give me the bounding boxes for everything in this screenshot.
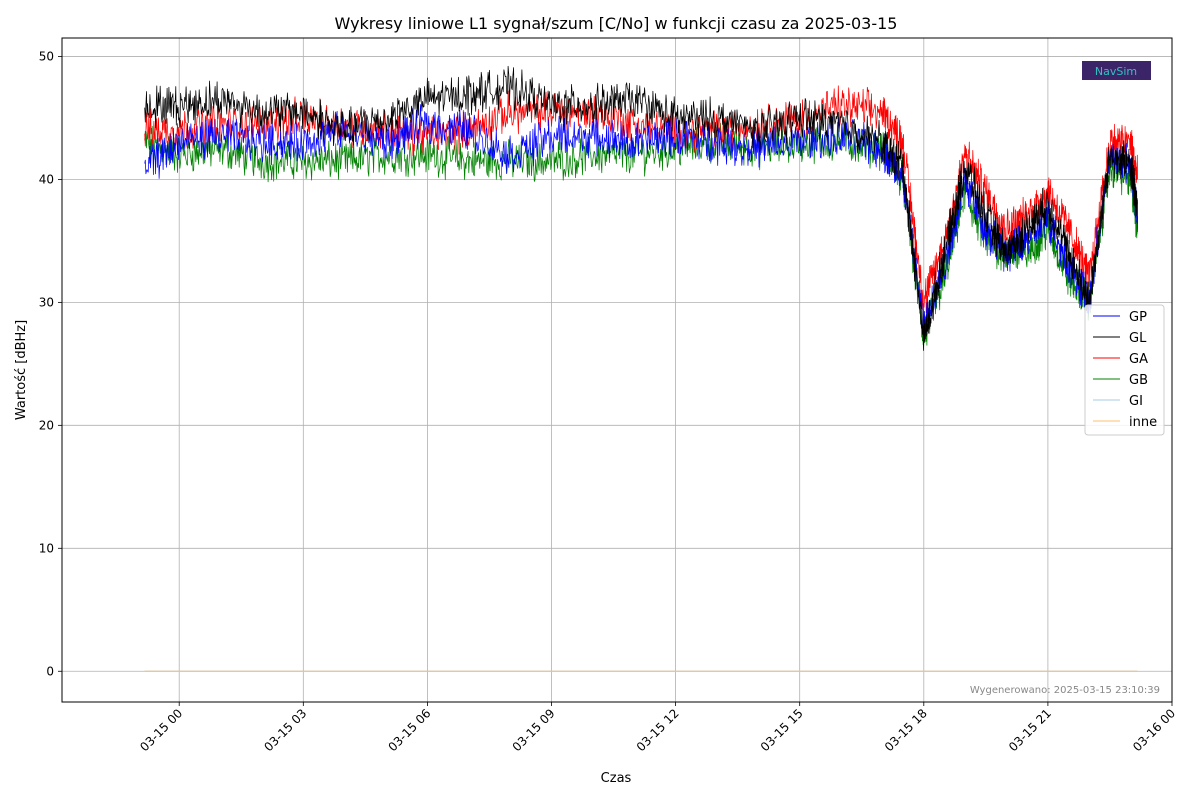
y-axis: 0 10 20 30 40 50 [39,49,62,678]
x-tick-label: 03-15 21 [1006,706,1054,754]
plot-frame [61,37,1173,703]
x-axis: 03-15 00 03-15 03 03-15 06 03-15 09 03-15 12… [137,702,1178,754]
x-tick-label: 03-15 12 [634,706,682,754]
y-tick-label: 10 [39,541,54,555]
legend-label: GB [1129,373,1148,388]
y-tick-label: 50 [39,49,54,63]
x-tick-label: 03-15 00 [137,706,185,754]
y-tick-label: 30 [39,295,54,309]
legend-label: GA [1129,352,1148,367]
y-tick-label: 40 [39,172,54,186]
x-tick-label: 03-15 15 [758,706,806,754]
logo-background [1082,61,1151,80]
logo-text: NavSim [1095,65,1137,78]
legend-label: GI [1129,394,1143,409]
legend-label: GL [1129,331,1147,346]
x-tick-label: 03-16 00 [1130,706,1178,754]
x-axis-label: Czas [601,771,632,786]
x-tick-label: 03-15 18 [882,706,930,754]
y-axis-label: Wartość [dBHz] [14,320,29,420]
chart-title: Wykresy liniowe L1 sygnał/szum [C/No] w … [335,14,898,33]
series-line-ga [144,85,1138,314]
series-line-gl [144,65,1138,351]
legend: GP GL GA GB GI inne [1084,304,1165,436]
x-tick-label: 03-15 09 [510,706,558,754]
y-tick-label: 0 [46,664,54,678]
y-tick-label: 20 [39,418,54,432]
generated-timestamp: Wygenerowano: 2025-03-15 23:10:39 [970,685,1160,696]
logo: NavSim [1082,61,1151,80]
series-layer [144,65,1138,672]
x-tick-label: 03-15 03 [261,706,309,754]
legend-label: GP [1129,310,1147,325]
legend-label: inne [1129,415,1157,430]
x-tick-label: 03-15 06 [385,706,433,754]
series-line-gp [144,104,1138,335]
